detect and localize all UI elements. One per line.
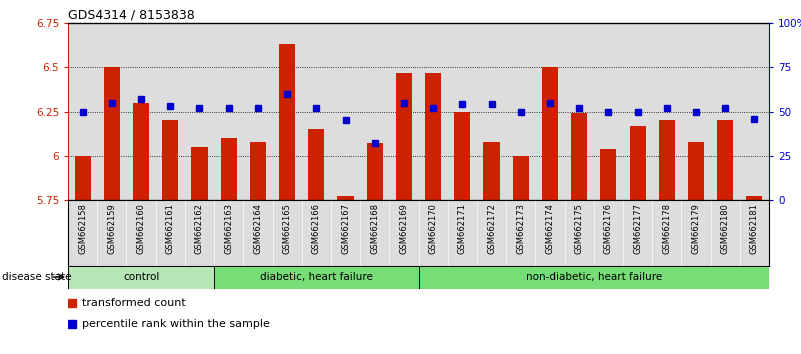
Bar bbox=[747, 196, 763, 200]
Bar bbox=[191, 147, 207, 200]
Bar bbox=[244, 23, 272, 200]
Bar bbox=[272, 23, 302, 200]
Bar bbox=[308, 129, 324, 200]
Bar bbox=[104, 67, 120, 200]
Bar bbox=[367, 143, 383, 200]
Text: non-diabetic, heart failure: non-diabetic, heart failure bbox=[525, 272, 662, 282]
Bar bbox=[214, 23, 244, 200]
Bar bbox=[652, 23, 682, 200]
Text: transformed count: transformed count bbox=[83, 298, 186, 308]
Text: GSM662160: GSM662160 bbox=[137, 203, 146, 254]
Bar bbox=[68, 23, 97, 200]
Bar bbox=[214, 266, 418, 289]
Bar bbox=[74, 156, 91, 200]
Text: GSM662173: GSM662173 bbox=[516, 203, 525, 254]
Bar bbox=[302, 23, 331, 200]
Bar bbox=[155, 23, 185, 200]
Bar bbox=[331, 23, 360, 200]
Text: GSM662179: GSM662179 bbox=[691, 203, 700, 254]
Text: GSM662181: GSM662181 bbox=[750, 203, 759, 254]
Bar bbox=[360, 23, 389, 200]
Bar bbox=[418, 266, 769, 289]
Text: percentile rank within the sample: percentile rank within the sample bbox=[83, 319, 270, 329]
Bar bbox=[717, 120, 733, 200]
Text: GSM662167: GSM662167 bbox=[341, 203, 350, 254]
Bar bbox=[571, 113, 587, 200]
Bar bbox=[68, 266, 214, 289]
Bar bbox=[506, 23, 535, 200]
Bar bbox=[133, 103, 149, 200]
Bar bbox=[484, 142, 500, 200]
Text: GDS4314 / 8153838: GDS4314 / 8153838 bbox=[68, 9, 195, 22]
Bar bbox=[163, 120, 179, 200]
Bar bbox=[535, 23, 565, 200]
Bar bbox=[594, 23, 623, 200]
Text: GSM662175: GSM662175 bbox=[574, 203, 584, 254]
Text: GSM662171: GSM662171 bbox=[458, 203, 467, 254]
Bar bbox=[688, 142, 704, 200]
Text: GSM662161: GSM662161 bbox=[166, 203, 175, 254]
Text: GSM662159: GSM662159 bbox=[107, 203, 116, 254]
Bar bbox=[279, 44, 295, 200]
Text: GSM662176: GSM662176 bbox=[604, 203, 613, 254]
Bar bbox=[477, 23, 506, 200]
Text: GSM662158: GSM662158 bbox=[78, 203, 87, 254]
Bar bbox=[630, 126, 646, 200]
Bar bbox=[97, 23, 127, 200]
Text: GSM662178: GSM662178 bbox=[662, 203, 671, 254]
Text: GSM662164: GSM662164 bbox=[253, 203, 263, 254]
Bar bbox=[658, 120, 674, 200]
Bar bbox=[565, 23, 594, 200]
Text: GSM662166: GSM662166 bbox=[312, 203, 321, 254]
Bar bbox=[542, 67, 558, 200]
Text: GSM662174: GSM662174 bbox=[545, 203, 554, 254]
Text: GSM662177: GSM662177 bbox=[633, 203, 642, 254]
Bar bbox=[740, 23, 769, 200]
Bar bbox=[710, 23, 740, 200]
Bar bbox=[600, 149, 617, 200]
Text: GSM662170: GSM662170 bbox=[429, 203, 437, 254]
Bar bbox=[448, 23, 477, 200]
Text: GSM662172: GSM662172 bbox=[487, 203, 496, 254]
Bar bbox=[454, 112, 470, 200]
Bar bbox=[337, 196, 353, 200]
Text: GSM662169: GSM662169 bbox=[400, 203, 409, 254]
Text: control: control bbox=[123, 272, 159, 282]
Bar bbox=[623, 23, 652, 200]
Text: GSM662162: GSM662162 bbox=[195, 203, 204, 254]
Bar bbox=[127, 23, 155, 200]
Text: GSM662165: GSM662165 bbox=[283, 203, 292, 254]
Bar bbox=[185, 23, 214, 200]
Bar bbox=[396, 73, 412, 200]
Bar bbox=[389, 23, 418, 200]
Bar bbox=[220, 138, 237, 200]
Bar bbox=[513, 156, 529, 200]
Text: diabetic, heart failure: diabetic, heart failure bbox=[260, 272, 372, 282]
Bar bbox=[425, 73, 441, 200]
Text: GSM662163: GSM662163 bbox=[224, 203, 233, 254]
Bar bbox=[682, 23, 710, 200]
Text: GSM662168: GSM662168 bbox=[370, 203, 379, 254]
Text: disease state: disease state bbox=[2, 272, 71, 282]
Bar bbox=[250, 142, 266, 200]
Bar bbox=[418, 23, 448, 200]
Text: GSM662180: GSM662180 bbox=[721, 203, 730, 254]
